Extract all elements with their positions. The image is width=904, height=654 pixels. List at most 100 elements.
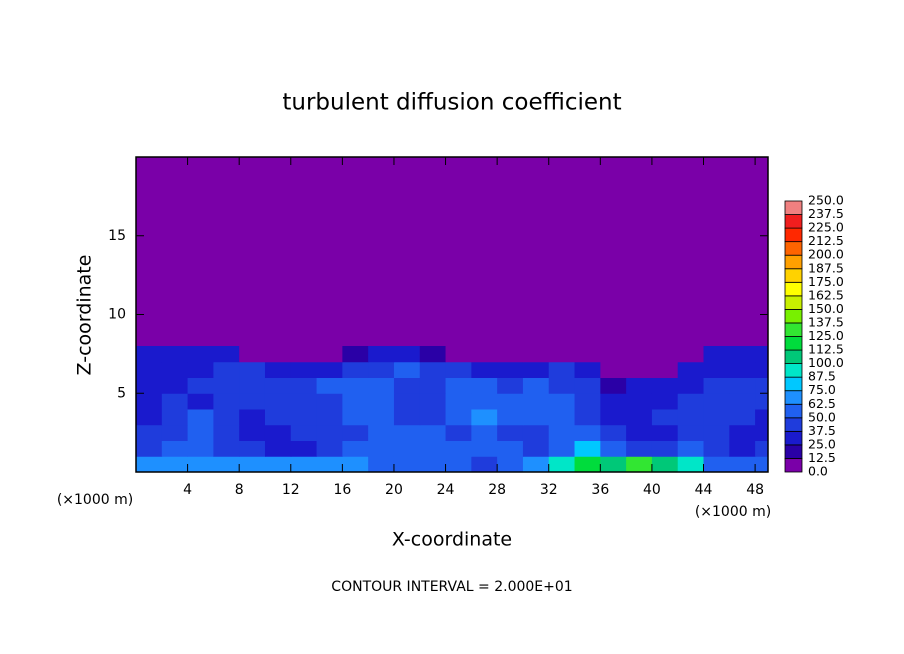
field-cell (471, 409, 498, 426)
field-cell (136, 346, 163, 363)
field-cell (316, 440, 343, 457)
field-cell (574, 393, 601, 410)
field-cell (187, 424, 214, 441)
field-cell (471, 424, 498, 441)
field-cell (342, 440, 369, 457)
field-cell (600, 393, 627, 410)
field-cell (471, 393, 498, 410)
field-cell (755, 440, 768, 457)
field-cell (677, 456, 705, 472)
field-cell (393, 424, 421, 441)
field-cell (264, 393, 292, 410)
field-cell (264, 409, 292, 426)
field-cell (264, 456, 292, 472)
field-cell (497, 456, 524, 472)
field-cell (419, 346, 447, 363)
field-cell (574, 409, 601, 426)
field-cell (239, 346, 266, 363)
field-cell (368, 456, 395, 472)
field-cell (755, 361, 768, 378)
field-cell (522, 456, 550, 472)
field-cell (497, 377, 524, 394)
field-cell (471, 361, 498, 378)
field-cell (419, 409, 447, 426)
field-cell (187, 456, 214, 472)
field-cell (161, 377, 189, 394)
field-cell (600, 361, 627, 378)
colorbar-box (784, 430, 803, 446)
colorbar-label: 200.0 (808, 247, 844, 262)
field-cell (651, 424, 679, 441)
x-tick-label: 12 (282, 482, 300, 498)
field-cell (497, 440, 524, 457)
field-cell (471, 456, 498, 472)
field-cell (239, 377, 266, 394)
field-cell (522, 440, 550, 457)
field-cell (290, 456, 318, 472)
field-cell (213, 440, 240, 457)
field-cell (161, 346, 189, 363)
x-tick-label: 36 (591, 482, 609, 498)
field-cell (755, 346, 768, 363)
field-cell (497, 409, 524, 426)
field-cell (368, 409, 395, 426)
field-cell (703, 456, 730, 472)
colorbar-box (784, 254, 803, 270)
field-cell (522, 361, 550, 378)
field-cell (316, 361, 343, 378)
field-cell (316, 409, 343, 426)
field-cell (548, 393, 576, 410)
field-cell (290, 346, 318, 363)
field-cell (213, 361, 240, 378)
field (136, 157, 768, 472)
field-cell (677, 393, 705, 410)
field-cell (316, 456, 343, 472)
field-cell (419, 456, 447, 472)
field-cell (368, 346, 395, 363)
field-cell (136, 409, 163, 426)
field-cell (600, 440, 627, 457)
field-cell (626, 361, 653, 378)
field-cell (161, 361, 189, 378)
colorbar-label: 175.0 (808, 274, 844, 289)
colorbar-box (784, 444, 803, 459)
field-cell (677, 361, 705, 378)
field-cell (419, 377, 447, 394)
colorbar-label: 0.0 (808, 464, 828, 479)
field-cell (264, 440, 292, 457)
field-cell (419, 393, 447, 410)
colorbar-label: 187.5 (808, 260, 844, 275)
field-cell (703, 409, 730, 426)
field-cell (136, 456, 163, 472)
field-cell (342, 393, 369, 410)
field-cell (187, 346, 214, 363)
field-cell (161, 409, 189, 426)
field-cell (368, 361, 395, 378)
field-cell (264, 346, 292, 363)
field-cell (136, 440, 163, 457)
field-cell (161, 424, 189, 441)
field-cell (239, 393, 266, 410)
field-cell (574, 377, 601, 394)
field-cell (445, 440, 472, 457)
field-cell (626, 456, 653, 472)
field-cell (342, 424, 369, 441)
colorbar-label: 12.5 (808, 450, 836, 465)
field-cell (755, 409, 768, 426)
y-axis-label: Z-coordinate (74, 255, 96, 376)
colorbar-label: 150.0 (808, 301, 844, 316)
colorbar-label: 112.5 (808, 342, 844, 357)
field-cell (497, 346, 524, 363)
field-cell (755, 424, 768, 441)
field-cell (368, 424, 395, 441)
colorbar-box (784, 241, 803, 256)
field-cell (600, 456, 627, 472)
field-cell (342, 409, 369, 426)
field-cell (729, 456, 756, 472)
field-cell (574, 440, 601, 457)
field-cell (548, 361, 576, 378)
field-cell (703, 377, 730, 394)
field-cell (600, 346, 627, 363)
colorbar-label: 87.5 (808, 369, 836, 384)
field-cell (471, 377, 498, 394)
